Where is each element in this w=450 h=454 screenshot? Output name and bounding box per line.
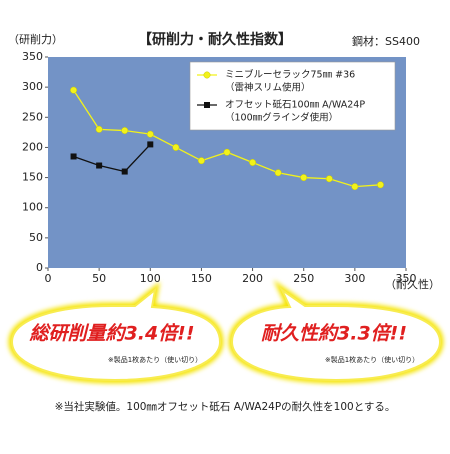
x-tick-label: 300 [344, 272, 365, 285]
data-point [274, 169, 282, 177]
x-tick-label: 150 [191, 272, 212, 285]
data-point [121, 127, 129, 134]
callout-note: ※製品1枚あたり（使い切り） [325, 355, 419, 364]
data-point [121, 168, 128, 175]
data-point [147, 141, 154, 148]
y-axis-label: （研削力） [8, 32, 63, 46]
y-tick-label: 300 [22, 80, 43, 93]
bubble [230, 287, 442, 382]
data-point [146, 130, 154, 138]
callout-text: 耐久性約3.3倍!! [261, 323, 407, 345]
y-tick-label: 150 [22, 171, 43, 184]
data-point [300, 174, 308, 182]
data-point [70, 86, 78, 94]
callout-left: 総研削量約3.4倍!! ※製品1枚あたり（使い切り） [8, 281, 224, 384]
y-tick-label: 350 [22, 50, 43, 63]
bubble [10, 287, 222, 382]
callout-text: 総研削量約3.4倍!! [29, 323, 195, 345]
chart-title: 【研削力・耐久性指数】 [138, 31, 292, 48]
callout-note: ※製品1枚あたり（使い切り） [108, 355, 202, 364]
data-point [376, 181, 384, 189]
data-point [172, 143, 180, 151]
x-axis-label: （耐久性） [385, 277, 440, 291]
legend-note: （雷神スリム使用） [225, 82, 311, 94]
series [70, 86, 384, 191]
legend-marker [203, 71, 211, 79]
data-point [70, 153, 77, 160]
data-point [249, 159, 257, 166]
footnote: ※当社実験値。100㎜オフセット砥石 A/WA24Pの耐久性を100とする。 [55, 400, 396, 413]
y-tick-label: 250 [22, 110, 43, 123]
series [70, 141, 154, 175]
legend-label: オフセット砥石100㎜ A/WA24P [225, 99, 365, 111]
data-point [95, 125, 103, 133]
x-tick-label: 350 [396, 272, 417, 285]
x-tick-label: 250 [293, 272, 314, 285]
y-tick-label: 100 [22, 201, 43, 214]
y-tick-label: 200 [22, 140, 43, 153]
legend: ミニブルーセラック75㎜ #36（雷神スリム使用） オフセット砥石100㎜ A/W… [189, 61, 396, 131]
x-tick-label: 0 [45, 272, 52, 285]
legend-label: ミニブルーセラック75㎜ #36 [225, 69, 355, 81]
callout-right: 耐久性約3.3倍!! ※製品1枚あたり（使い切り） [228, 279, 444, 384]
x-tick-label: 50 [92, 272, 106, 285]
data-point [325, 175, 333, 183]
x-tick-label: 200 [242, 272, 263, 285]
data-point [197, 157, 205, 165]
x-tick-label: 100 [140, 272, 161, 285]
data-point [223, 148, 231, 156]
data-point [96, 162, 103, 169]
y-tick-label: 50 [29, 231, 43, 244]
legend-marker [204, 102, 210, 108]
data-point [351, 183, 359, 191]
legend-note: （100㎜グラインダ使用） [225, 112, 338, 124]
material-label: 鋼材：SS400 [352, 34, 420, 48]
legend-box [189, 61, 396, 131]
series-line [73, 143, 151, 173]
y-tick-label: 0 [36, 261, 43, 274]
